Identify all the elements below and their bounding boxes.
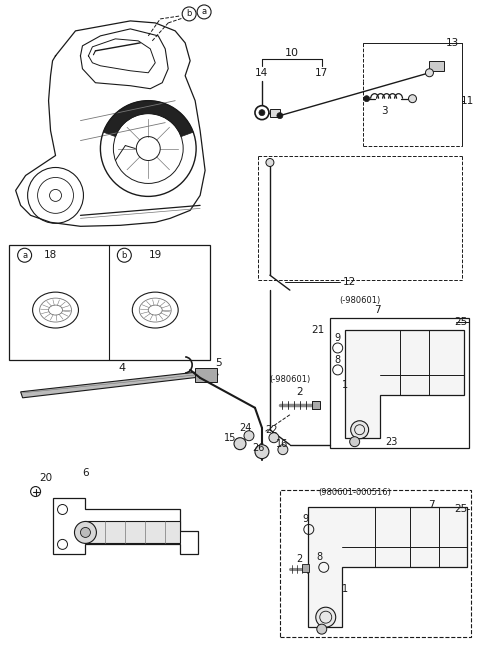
Text: 3: 3 — [381, 106, 388, 116]
Polygon shape — [345, 330, 464, 438]
Text: 8: 8 — [317, 553, 323, 563]
Circle shape — [182, 7, 196, 21]
Text: a: a — [22, 251, 27, 260]
Text: 24: 24 — [239, 423, 251, 433]
Circle shape — [277, 112, 283, 118]
Text: 8: 8 — [335, 355, 341, 365]
Text: 15: 15 — [224, 433, 236, 443]
Text: 1: 1 — [342, 584, 348, 594]
Text: 16: 16 — [276, 439, 288, 449]
Bar — [85, 521, 180, 543]
Text: b: b — [121, 251, 127, 260]
Text: 11: 11 — [461, 96, 474, 106]
Bar — [9, 246, 210, 360]
Circle shape — [316, 607, 336, 627]
Text: 19: 19 — [149, 250, 162, 260]
Text: 14: 14 — [255, 68, 269, 78]
Text: 9: 9 — [303, 514, 309, 524]
Circle shape — [266, 159, 274, 167]
Circle shape — [317, 624, 327, 634]
Text: 5: 5 — [215, 358, 221, 368]
Circle shape — [364, 96, 370, 102]
Text: 20: 20 — [39, 472, 52, 482]
Text: 7: 7 — [428, 500, 435, 510]
Circle shape — [350, 437, 360, 447]
Text: 6: 6 — [82, 468, 89, 478]
Polygon shape — [308, 508, 468, 627]
Circle shape — [269, 433, 279, 443]
Text: 2: 2 — [297, 387, 303, 397]
Text: 25: 25 — [455, 504, 468, 514]
Text: 7: 7 — [374, 305, 381, 315]
Text: 23: 23 — [385, 437, 398, 447]
Text: (-980601): (-980601) — [339, 296, 380, 304]
Circle shape — [244, 431, 254, 441]
Text: a: a — [202, 7, 207, 17]
Bar — [195, 368, 217, 382]
Polygon shape — [21, 370, 218, 398]
Text: 21: 21 — [311, 325, 324, 335]
Bar — [280, 490, 471, 637]
Bar — [312, 401, 320, 409]
Polygon shape — [103, 101, 193, 136]
Circle shape — [74, 521, 96, 543]
Circle shape — [351, 421, 369, 439]
Bar — [430, 61, 444, 71]
Circle shape — [197, 5, 211, 19]
Text: 18: 18 — [44, 250, 57, 260]
Circle shape — [259, 110, 265, 116]
Bar — [270, 108, 280, 116]
Circle shape — [81, 527, 90, 537]
Text: 17: 17 — [315, 68, 328, 78]
Text: 13: 13 — [446, 38, 459, 48]
Text: 10: 10 — [285, 47, 299, 58]
Text: 12: 12 — [343, 277, 356, 287]
Circle shape — [117, 248, 132, 262]
Bar — [330, 318, 469, 448]
Circle shape — [255, 106, 269, 120]
Circle shape — [278, 445, 288, 455]
Text: 4: 4 — [119, 363, 126, 373]
Text: 22: 22 — [265, 425, 278, 435]
Text: 1: 1 — [342, 380, 348, 390]
Text: (980601-000516): (980601-000516) — [318, 488, 391, 497]
Text: 2: 2 — [297, 555, 303, 565]
Circle shape — [408, 95, 417, 102]
Text: 9: 9 — [335, 333, 341, 343]
Text: (-980601): (-980601) — [269, 375, 311, 385]
Text: b: b — [186, 9, 192, 19]
Circle shape — [425, 69, 433, 77]
Text: 25: 25 — [455, 317, 468, 327]
Circle shape — [18, 248, 32, 262]
Circle shape — [234, 438, 246, 450]
Text: 26: 26 — [252, 443, 264, 453]
Circle shape — [255, 445, 269, 459]
Bar — [302, 565, 309, 572]
